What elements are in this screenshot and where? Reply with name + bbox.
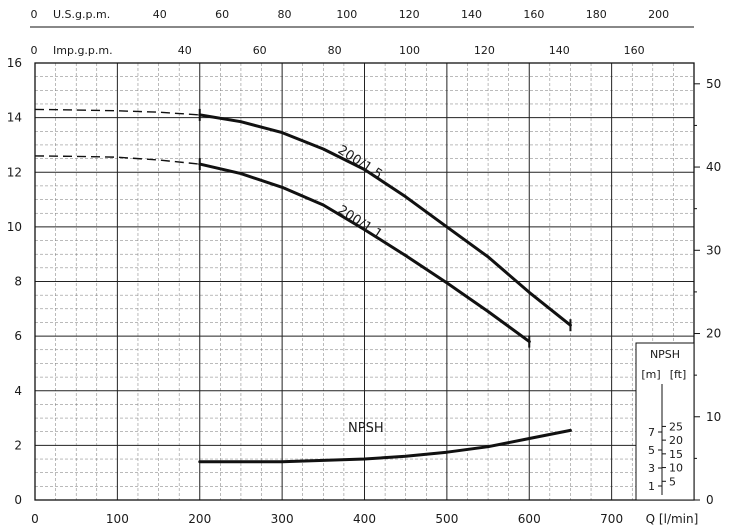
usgpm-tick-label: 200 bbox=[648, 8, 669, 21]
usgpm-axis-label: U.S.g.p.m. bbox=[53, 8, 110, 21]
y-left-tick-label: 16 bbox=[7, 56, 22, 70]
plot-frame bbox=[34, 62, 695, 501]
bottom-axis-ticks: 0 100 200 300 400 500 600 700 bbox=[31, 512, 623, 526]
usgpm-tick-label: 40 bbox=[153, 8, 167, 21]
curve-200-1-5 bbox=[198, 113, 572, 327]
usgpm-tick-label: 60 bbox=[215, 8, 229, 21]
impgpm-tick-label: 140 bbox=[549, 44, 570, 57]
x-tick-label: 700 bbox=[600, 512, 623, 526]
npsh-inset-unit-ft: [ft] bbox=[670, 368, 687, 381]
curve-200-1-1 bbox=[198, 162, 531, 344]
npsh-inset-unit-m: [m] bbox=[641, 368, 660, 381]
impgpm-tick-label: 80 bbox=[328, 44, 342, 57]
y-right-tick-label: 20 bbox=[706, 327, 721, 341]
y-right-tick-label: 0 bbox=[706, 493, 714, 507]
npsh-ft-tick-label: 25 bbox=[669, 420, 683, 433]
x-tick-label: 0 bbox=[31, 512, 39, 526]
y-left-tick-label: 14 bbox=[7, 111, 22, 125]
x-tick-label: 300 bbox=[271, 512, 294, 526]
npsh-m-tick-label: 1 bbox=[648, 480, 655, 493]
impgpm-tick-label: 60 bbox=[253, 44, 267, 57]
y-right-tick-label: 10 bbox=[706, 410, 721, 424]
x-tick-label: 200 bbox=[188, 512, 211, 526]
x-tick-label: 500 bbox=[435, 512, 458, 526]
npsh-m-tick-label: 3 bbox=[648, 462, 655, 475]
npsh-ft-tick-label: 20 bbox=[669, 434, 683, 447]
impgpm-tick-label: 100 bbox=[399, 44, 420, 57]
npsh-inset-box bbox=[635, 342, 695, 501]
impgpm-tick-label: 120 bbox=[474, 44, 495, 57]
y-left-tick-label: 8 bbox=[14, 275, 22, 289]
curve-label-200-1-1: 200/1.1 bbox=[335, 203, 385, 243]
usgpm-tick-label: 0 bbox=[31, 8, 38, 21]
impgpm-tick-label: 40 bbox=[178, 44, 192, 57]
npsh-inset-title: NPSH bbox=[650, 348, 680, 361]
y-right-tick-label: 30 bbox=[706, 243, 721, 257]
y-left-tick-label: 12 bbox=[7, 165, 22, 179]
impgpm-tick-label: 0 bbox=[31, 44, 38, 57]
npsh-ft-tick-label: 15 bbox=[669, 448, 683, 461]
x-tick-label: 100 bbox=[106, 512, 129, 526]
y-left-tick-label: 0 bbox=[14, 493, 22, 507]
npsh-ft-tick-label: 10 bbox=[669, 462, 683, 475]
y-left-tick-label: 6 bbox=[14, 329, 22, 343]
usgpm-tick-label: 140 bbox=[461, 8, 482, 21]
right-axis-ticks: 0 10 20 30 40 50 bbox=[694, 77, 721, 507]
top-axis-area: U.S.g.p.m. Imp.g.p.m. 0 40 60 80 100 120 140 16… bbox=[30, 8, 694, 57]
minor-gridlines bbox=[35, 63, 694, 500]
x-axis-label: Q [l/min] bbox=[646, 512, 699, 526]
y-left-tick-label: 4 bbox=[14, 384, 22, 398]
x-tick-label: 600 bbox=[518, 512, 541, 526]
y-right-tick-label: 50 bbox=[706, 77, 721, 91]
impgpm-axis-label: Imp.g.p.m. bbox=[53, 44, 113, 57]
npsh-m-tick-label: 7 bbox=[648, 426, 655, 439]
y-left-tick-label: 10 bbox=[7, 220, 22, 234]
curves bbox=[34, 108, 572, 464]
left-axis-ticks: 0 2 4 6 8 10 12 14 16 bbox=[7, 56, 22, 507]
curve-npsh bbox=[198, 428, 572, 464]
usgpm-tick-label: 100 bbox=[336, 8, 357, 21]
usgpm-tick-label: 120 bbox=[399, 8, 420, 21]
npsh-ft-tick-label: 5 bbox=[669, 475, 676, 488]
curve-label-npsh: NPSH bbox=[348, 421, 384, 436]
y-right-tick-label: 40 bbox=[706, 160, 721, 174]
npsh-m-tick-label: 5 bbox=[648, 444, 655, 457]
y-left-tick-label: 2 bbox=[14, 438, 22, 452]
usgpm-tick-label: 80 bbox=[277, 8, 291, 21]
impgpm-tick-label: 160 bbox=[624, 44, 645, 57]
usgpm-tick-label: 160 bbox=[523, 8, 544, 21]
curve-label-200-1-5: 200/1.5 bbox=[335, 143, 385, 183]
x-tick-label: 400 bbox=[353, 512, 376, 526]
usgpm-tick-label: 180 bbox=[586, 8, 607, 21]
